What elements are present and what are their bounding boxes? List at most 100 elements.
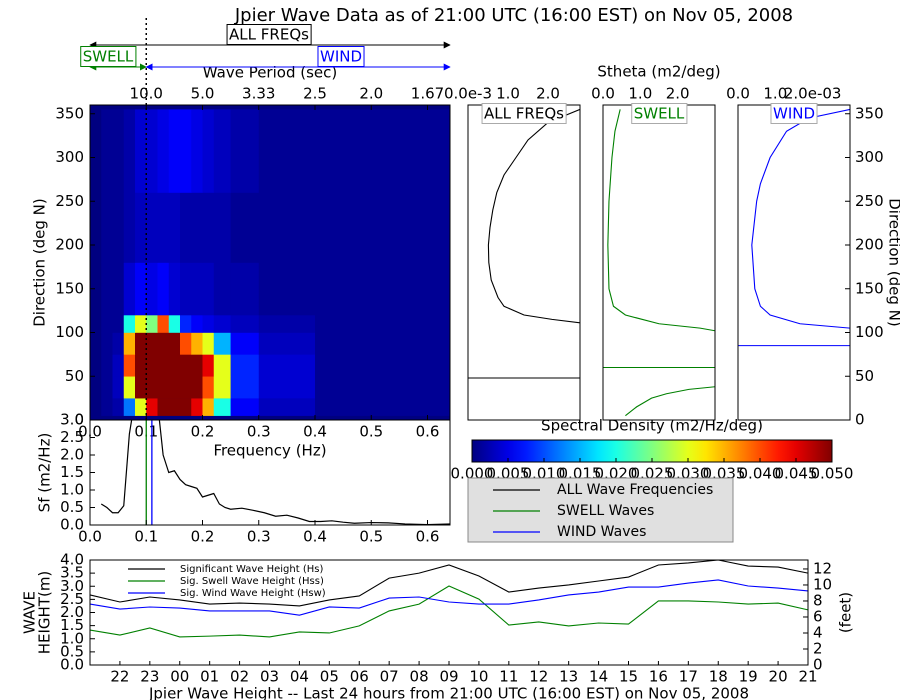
heatmap-cell bbox=[213, 332, 231, 355]
heatmap-cell bbox=[168, 109, 181, 193]
heatmap-cell bbox=[112, 354, 125, 377]
y2-tick-label: 6 bbox=[813, 607, 823, 625]
x-tick-label: 09 bbox=[439, 668, 458, 686]
label-box bbox=[317, 46, 365, 67]
heatmap-cell bbox=[230, 376, 260, 399]
heatmap-cell bbox=[146, 354, 158, 377]
x-tick-label: 23 bbox=[140, 668, 159, 686]
heatmap-cell bbox=[112, 315, 125, 333]
heatmap-cell bbox=[180, 262, 192, 316]
heatmap-cell bbox=[135, 332, 147, 355]
chart-title: Jpier Wave Data as of 21:00 UTC (16:00 E… bbox=[234, 5, 793, 26]
x-tick-label: 0.2 bbox=[191, 528, 215, 546]
heatmap-cell bbox=[157, 376, 170, 399]
heatmap-cell bbox=[146, 262, 158, 316]
heatmap-cell bbox=[157, 315, 170, 333]
y-tick-label: 0.5 bbox=[60, 498, 84, 516]
x-tick-label: 15 bbox=[619, 668, 638, 686]
x-tick-label: 0.1 bbox=[134, 528, 158, 546]
top-x-tick-label: 2.5 bbox=[303, 85, 327, 103]
y-tick-label: 3.5 bbox=[60, 564, 84, 582]
heatmap-cell bbox=[213, 262, 231, 316]
heatmap-cell bbox=[191, 315, 203, 333]
top-x-axis-label: Wave Period (sec) bbox=[203, 64, 337, 82]
heatmap-cell bbox=[123, 376, 136, 399]
heatmap-cell bbox=[146, 376, 158, 399]
heatmap-cell bbox=[191, 332, 203, 355]
heatmap-cell bbox=[101, 354, 113, 377]
heatmap-cell bbox=[157, 109, 170, 193]
top-x-tick-label: 3.33 bbox=[242, 85, 275, 103]
heatmap-cell bbox=[315, 262, 451, 316]
x-axis-label: Frequency (Hz) bbox=[213, 442, 326, 460]
y-tick-label: 4.0 bbox=[60, 551, 84, 569]
stheta-line bbox=[751, 108, 850, 329]
label-box bbox=[226, 24, 312, 45]
heatmap-cell bbox=[315, 354, 451, 377]
y-tick-label: 0.5 bbox=[60, 642, 84, 660]
y-tick-label: 1.5 bbox=[60, 463, 84, 481]
y-tick-label: 300 bbox=[855, 148, 884, 166]
heatmap-cell bbox=[202, 192, 215, 263]
legend-label: ALL Wave Frequencies bbox=[557, 482, 713, 498]
heatmap-cell bbox=[135, 376, 147, 399]
heatmap-cell bbox=[180, 376, 192, 399]
heatmap-cell bbox=[101, 109, 113, 193]
annotation: SWELL bbox=[83, 48, 134, 66]
heatmap-cell bbox=[157, 332, 170, 355]
legend-label: Sig. Swell Wave Height (Hss) bbox=[180, 576, 324, 587]
plot-background bbox=[603, 105, 715, 420]
y-tick-label: 300 bbox=[55, 148, 84, 166]
heatmap-cell bbox=[101, 192, 113, 263]
y-axis-label: Sf (m2/Hz) bbox=[36, 433, 54, 513]
label-box bbox=[80, 46, 137, 67]
y-tick-label: 3.0 bbox=[60, 411, 84, 429]
heatmap-cell bbox=[112, 262, 125, 316]
heatmap-cell bbox=[213, 109, 231, 193]
y-tick-label: 150 bbox=[55, 279, 84, 297]
y-tick-label: 1.5 bbox=[60, 616, 84, 634]
legend-label: WIND Waves bbox=[557, 524, 646, 540]
x-tick-label: 08 bbox=[410, 668, 429, 686]
y-tick-label: 0.0 bbox=[60, 516, 84, 534]
heatmap-cell bbox=[191, 192, 203, 263]
heatmap-cell bbox=[180, 354, 192, 377]
x-tick-label: 17 bbox=[679, 668, 698, 686]
panel-label: WIND bbox=[773, 105, 815, 123]
heatmap-cell bbox=[146, 192, 158, 263]
plot-background bbox=[738, 105, 850, 420]
heatmap-cell bbox=[258, 315, 316, 333]
x-tick-label: 06 bbox=[350, 668, 369, 686]
y-tick-label: 0 bbox=[74, 411, 84, 429]
heatmap-cell bbox=[168, 376, 181, 399]
heatmap-cell bbox=[213, 192, 231, 263]
x-axis-label: Stheta (m2/deg) bbox=[597, 63, 720, 81]
spectrum-line bbox=[100, 420, 450, 525]
x-tick-label: 0.2 bbox=[191, 423, 215, 441]
x-tick-label: 18 bbox=[709, 668, 728, 686]
legend-label: Significant Wave Height (Hs) bbox=[180, 564, 323, 575]
heatmap-cell bbox=[135, 354, 147, 377]
top-x-tick-label: 2.0e-03 bbox=[784, 85, 842, 103]
heatmap-cell bbox=[213, 354, 231, 377]
heatmap-cell bbox=[101, 398, 113, 416]
y-tick-label: 200 bbox=[55, 236, 84, 254]
y-axis-label: WAVE bbox=[21, 591, 39, 634]
x-tick-label: 13 bbox=[559, 668, 578, 686]
legend-label: SWELL Waves bbox=[557, 503, 654, 519]
heatmap-cell bbox=[202, 354, 215, 377]
y2-tick-label: 4 bbox=[813, 623, 823, 641]
heatmap-cell bbox=[191, 398, 203, 416]
top-x-tick-label: 0.0 bbox=[726, 85, 750, 103]
annotation: ALL FREQs bbox=[229, 26, 309, 44]
y-tick-label: 100 bbox=[55, 323, 84, 341]
heatmap-cell bbox=[123, 398, 136, 416]
heatmap-cell bbox=[168, 315, 181, 333]
heatmap-cell bbox=[191, 376, 203, 399]
heatmap-cell bbox=[230, 398, 260, 416]
x-tick-label: 0.4 bbox=[303, 528, 327, 546]
x-tick-label: 03 bbox=[260, 668, 279, 686]
panel-label: ALL FREQs bbox=[484, 105, 564, 123]
heatmap-cell bbox=[157, 262, 170, 316]
heatmap-cell bbox=[202, 315, 215, 333]
